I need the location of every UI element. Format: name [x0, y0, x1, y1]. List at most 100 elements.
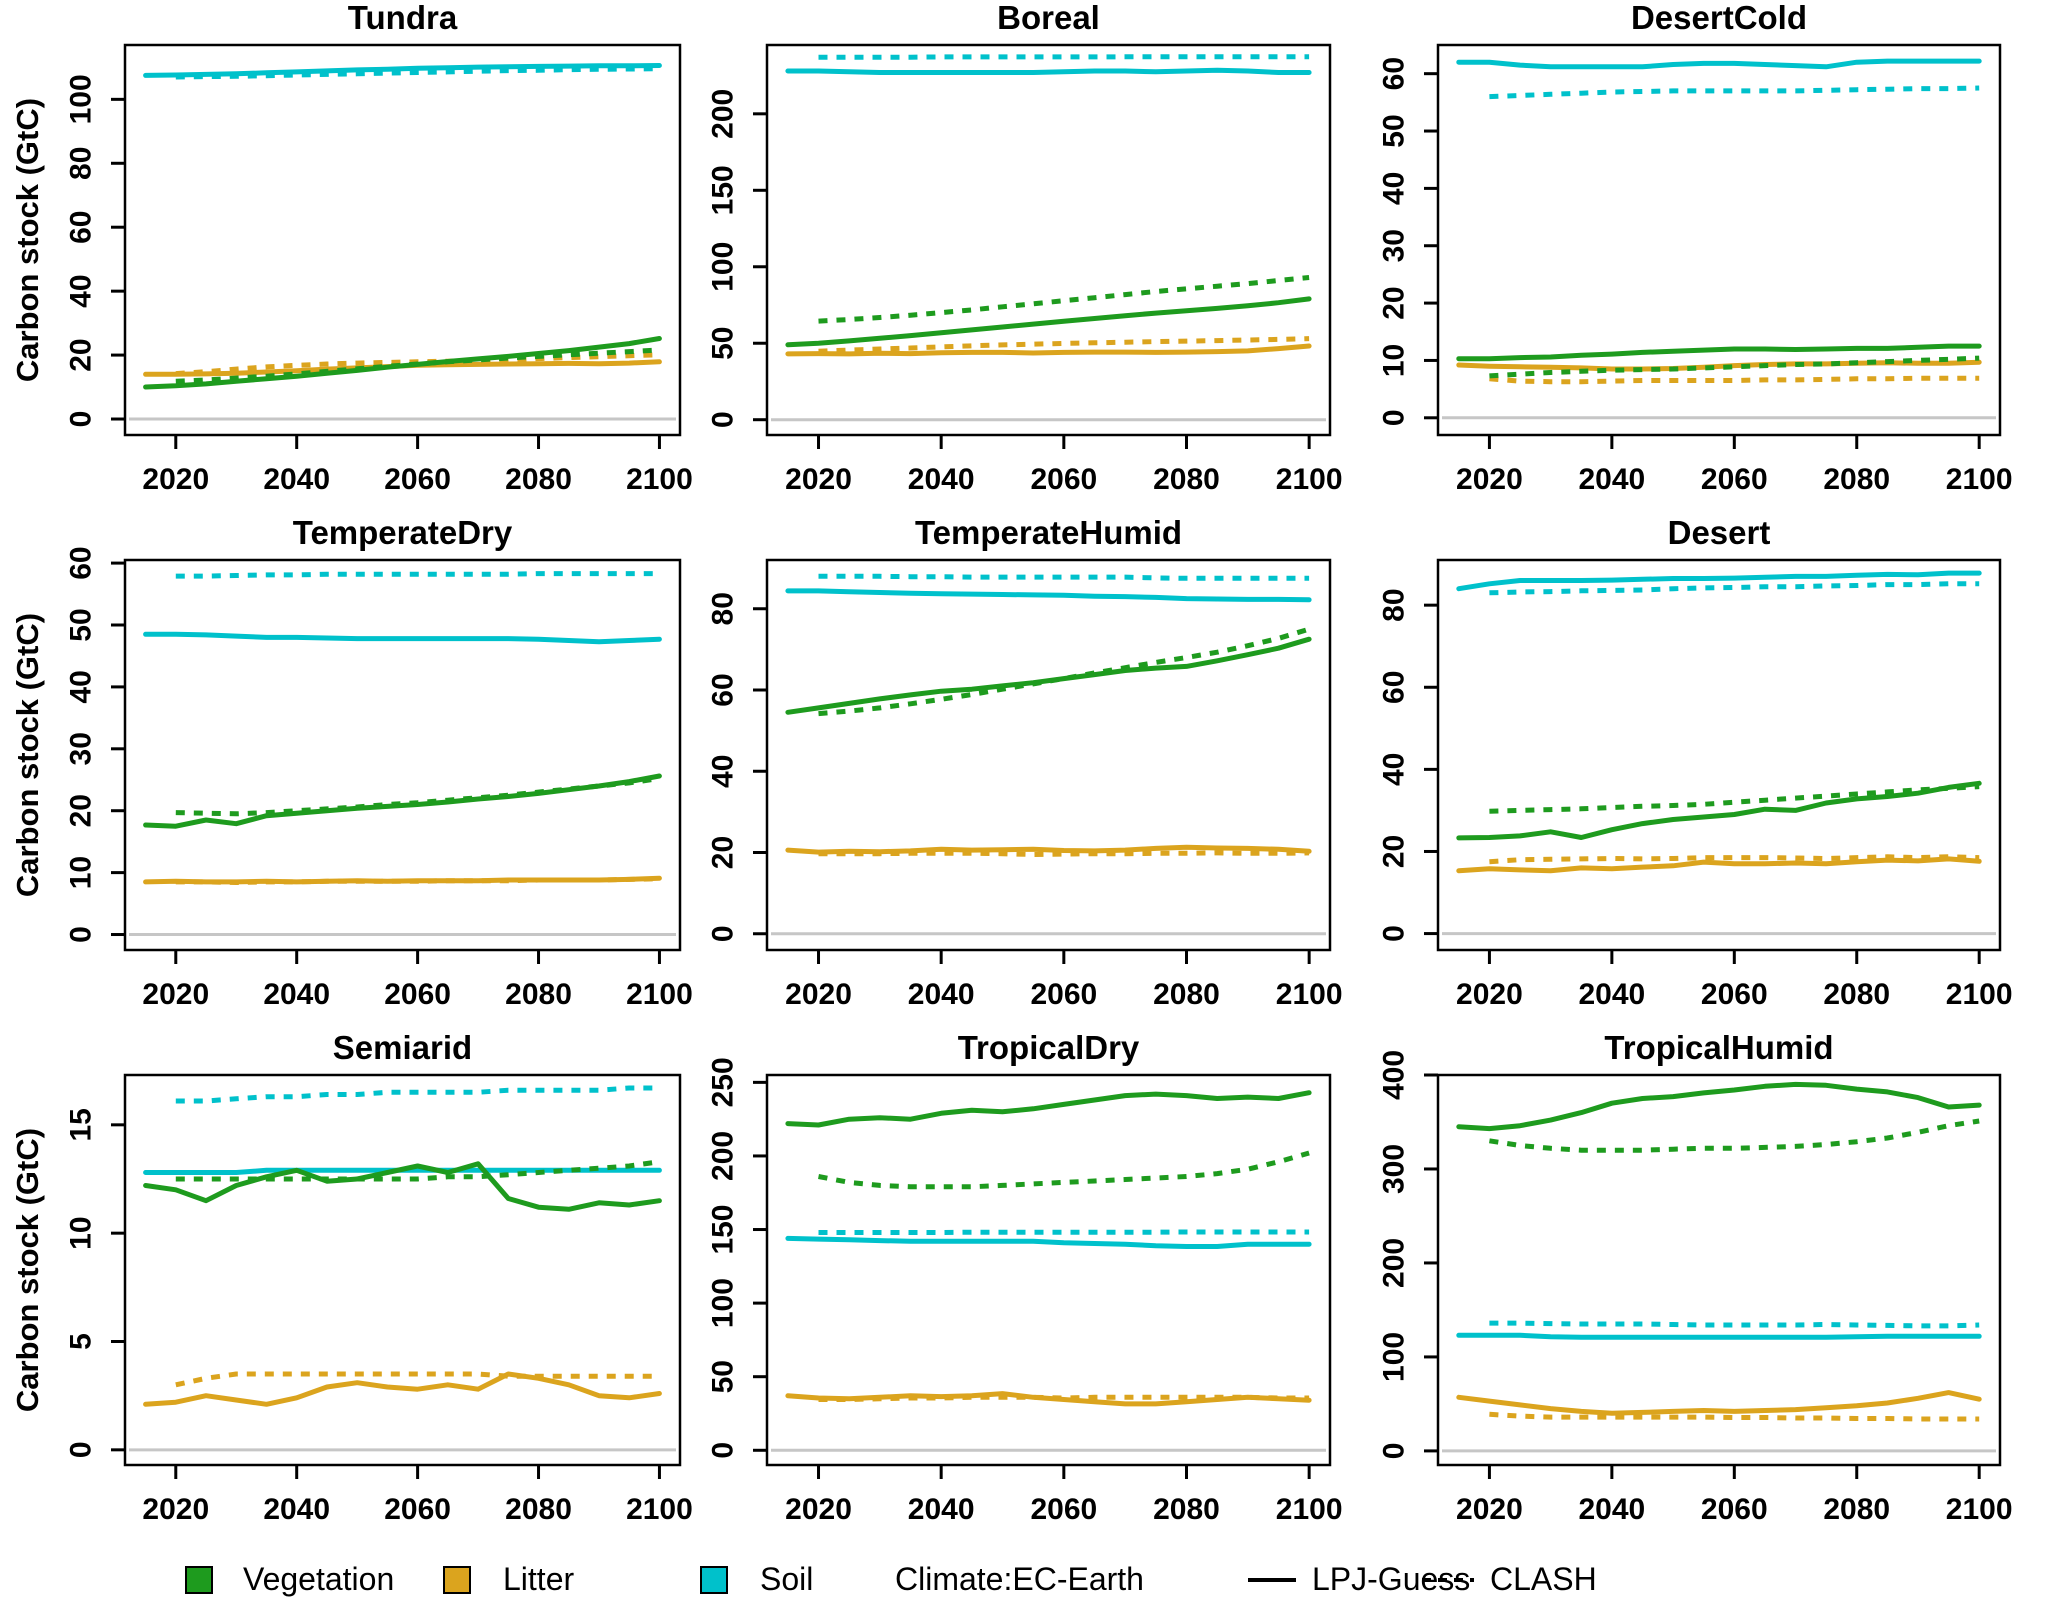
vegetation-clash-line: [818, 1150, 1310, 1190]
x-tick-label: 2100: [1276, 978, 1343, 1011]
y-tick-label: 80: [1378, 588, 1411, 621]
legend-label-text: CLASH: [1490, 1561, 1597, 1597]
y-tick-label: 60: [1378, 57, 1411, 90]
y-tick-label: 200: [1378, 1238, 1411, 1288]
x-axis: 2020 2040 2060 2080 2100: [142, 950, 693, 1011]
plot-border: [1436, 1073, 2002, 1467]
panel-title: TropicalHumid: [1604, 1029, 1833, 1066]
x-tick-label: 2020: [785, 463, 852, 496]
x-tick-label: 2040: [263, 978, 330, 1011]
y-tick-label: 40: [1378, 172, 1411, 205]
y-tick-label: 100: [65, 74, 98, 124]
y-tick-label: 60: [65, 546, 98, 579]
x-axis: 2020 2040 2060 2080 2100: [1456, 435, 2013, 496]
x-tick-label: 2020: [785, 978, 852, 1011]
litter-lpj-guess-line: [143, 875, 662, 885]
x-tick-label: 2080: [1153, 1493, 1220, 1526]
panel-title: Boreal: [997, 0, 1100, 36]
plot-border: [123, 43, 682, 437]
litter-clash-line: [1489, 1411, 1980, 1422]
y-tick-label: 40: [707, 755, 740, 788]
x-tick-label: 2060: [1701, 463, 1768, 496]
x-tick-label: 2060: [384, 1493, 451, 1526]
x-tick-label: 2100: [626, 463, 693, 496]
y-tick-label: 150: [707, 1204, 740, 1254]
y-tick-label: 40: [65, 670, 98, 703]
x-tick-label: 2020: [1456, 1493, 1523, 1526]
soil-clash-line: [1489, 581, 1980, 596]
x-axis: 2020 2040 2060 2080 2100: [785, 435, 1343, 496]
litter-lpj-guess-line: [785, 844, 1312, 855]
litter-lpj-guess-line: [143, 1371, 662, 1407]
y-axis: 0 100 200 300 400: [1378, 1050, 1438, 1459]
plot-border: [765, 1073, 1332, 1467]
y-tick-label: 0: [707, 1442, 740, 1459]
litter-clash-line: [175, 1371, 660, 1388]
y-tick-label: 60: [65, 211, 98, 244]
y-tick-label: 40: [65, 274, 98, 307]
y-tick-label: 250: [707, 1057, 740, 1107]
y-tick-label: 5: [65, 1333, 98, 1350]
soil-lpj-guess-line: [1456, 58, 1982, 70]
y-tick-label: 80: [707, 592, 740, 625]
legend-label-text: Vegetation: [243, 1561, 395, 1597]
panel-title: Tundra: [348, 0, 458, 36]
plot-border: [765, 43, 1332, 437]
litter-lpj-guess-line: [785, 1391, 1312, 1407]
y-tick-label: 0: [65, 411, 98, 428]
x-tick-label: 2080: [1153, 463, 1220, 496]
legend-label-text: Climate:EC-Earth: [895, 1561, 1144, 1597]
x-tick-label: 2020: [785, 1493, 852, 1526]
x-tick-label: 2080: [1823, 1493, 1890, 1526]
x-tick-label: 2100: [1276, 463, 1343, 496]
y-axis: 0 20 40 60 80 100: [65, 74, 125, 428]
soil-color-icon: [700, 1565, 728, 1594]
litter-lpj-guess-line: [1456, 1390, 1982, 1416]
soil-lpj-guess-line: [785, 67, 1312, 75]
vegetation-color-icon: [185, 1565, 213, 1594]
soil-clash-line: [818, 1229, 1310, 1235]
legend-label-soil: Soil: [760, 1545, 813, 1614]
lpj-guess-line-sample: [1248, 1545, 1296, 1614]
y-tick-label: 200: [707, 1131, 740, 1181]
panel-title: DesertCold: [1631, 0, 1807, 36]
clash-line-sample: [1422, 1545, 1474, 1614]
x-tick-label: 2060: [1701, 978, 1768, 1011]
x-tick-label: 2020: [142, 463, 209, 496]
litter-swatch: [443, 1545, 471, 1614]
y-axis-title: Carbon stock (GtC): [10, 98, 45, 382]
x-tick-label: 2100: [626, 978, 693, 1011]
x-tick-label: 2060: [1030, 463, 1097, 496]
x-tick-label: 2060: [384, 463, 451, 496]
y-tick-label: 100: [1378, 1332, 1411, 1382]
x-tick-label: 2040: [1578, 1493, 1645, 1526]
x-tick-label: 2020: [142, 1493, 209, 1526]
y-tick-label: 50: [65, 608, 98, 641]
vegetation-clash-line: [1489, 1118, 1980, 1153]
x-tick-label: 2040: [908, 463, 975, 496]
panel-tundra: Tundra Carbon stock (GtC) 0 2040 60 80 100 2020…: [10, 0, 693, 496]
panel-boreal: Boreal 0 50 100 150 200 2020 2040 2060 2080 2100: [707, 0, 1343, 496]
x-tick-label: 2080: [505, 1493, 572, 1526]
panel-title: TropicalDry: [958, 1029, 1140, 1066]
vegetation-swatch: [185, 1545, 213, 1614]
x-tick-label: 2060: [1701, 1493, 1768, 1526]
panel-title: TemperateDry: [293, 514, 513, 551]
x-tick-label: 2100: [626, 1493, 693, 1526]
legend-label-clash: CLASH: [1490, 1545, 1597, 1614]
y-tick-label: 80: [65, 147, 98, 180]
panel-title: Semiarid: [333, 1029, 472, 1066]
soil-clash-line: [175, 66, 660, 80]
x-tick-label: 2040: [263, 463, 330, 496]
vegetation-lpj-guess-line: [1456, 780, 1982, 841]
x-tick-label: 2060: [1030, 1493, 1097, 1526]
solid-line-icon: [1248, 1577, 1296, 1582]
x-tick-label: 2100: [1276, 1493, 1343, 1526]
soil-lpj-guess-line: [1456, 570, 1982, 592]
vegetation-lpj-guess-line: [785, 1090, 1312, 1128]
y-tick-label: 10: [65, 1216, 98, 1249]
legend-label-vegetation: Vegetation: [243, 1545, 394, 1614]
